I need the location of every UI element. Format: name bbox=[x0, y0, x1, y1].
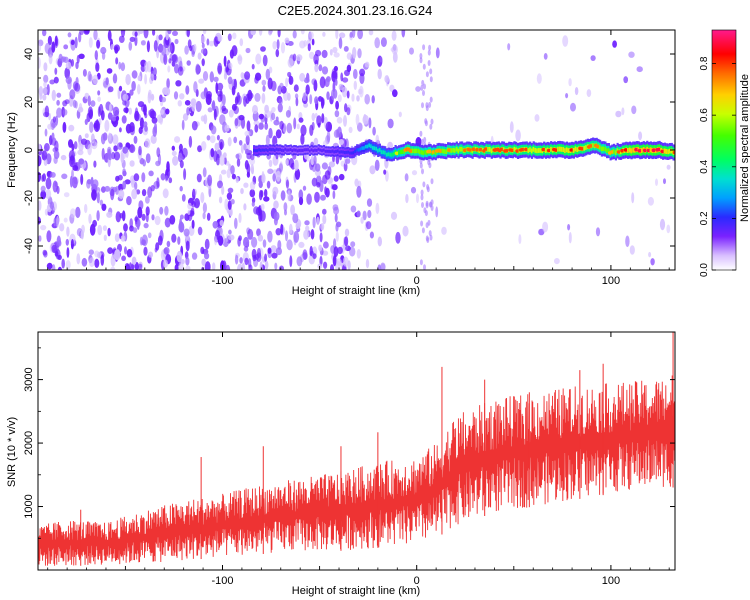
x-tick-label: -100 bbox=[211, 275, 233, 287]
snr-panel: -100 0 100 1000 2000 3000 Height of straight… bbox=[6, 331, 676, 597]
colorbar-ticks: 0.0 0.2 0.4 0.6 0.8 bbox=[699, 56, 736, 277]
spectrogram-panel: -100 0 100 -40 -20 0 20 40 Height of straight … bbox=[6, 29, 676, 297]
snr-frame bbox=[37, 331, 676, 571]
y-tick-label: 40 bbox=[23, 48, 35, 60]
x-tick-label: 0 bbox=[414, 575, 420, 587]
snr-x-axis-label: Height of straight line (km) bbox=[292, 585, 420, 597]
colorbar-tick-label: 0.6 bbox=[699, 108, 710, 122]
signal-track bbox=[253, 137, 675, 162]
figure-title: C2E5.2024.301.23.16.G24 bbox=[278, 3, 433, 18]
snr-series-line bbox=[38, 375, 675, 566]
colorbar-tick-label: 0.2 bbox=[699, 211, 710, 225]
y-tick-label: 1000 bbox=[23, 494, 35, 518]
spectrogram-y-axis-label: Frequency (Hz) bbox=[6, 112, 18, 188]
snr-y-axis-label: SNR (10 * v/v) bbox=[6, 417, 18, 487]
colorbar-tick-label: 0.8 bbox=[699, 56, 710, 70]
x-tick-label: 100 bbox=[602, 275, 620, 287]
x-tick-label: 100 bbox=[602, 575, 620, 587]
snr-x-ticks: -100 0 100 bbox=[47, 332, 670, 587]
snr-plot-area bbox=[38, 332, 675, 566]
spectrogram-x-ticks: -100 0 100 bbox=[47, 30, 670, 287]
y-tick-label: -40 bbox=[23, 238, 35, 254]
y-tick-label: 0 bbox=[23, 147, 35, 153]
colorbar-gradient bbox=[711, 29, 737, 271]
y-tick-label: 3000 bbox=[23, 367, 35, 391]
x-tick-label: -100 bbox=[211, 575, 233, 587]
spectrogram-y-ticks: -40 -20 0 20 40 bbox=[23, 29, 675, 271]
y-tick-label: 2000 bbox=[23, 431, 35, 455]
y-tick-label: 20 bbox=[23, 96, 35, 108]
colorbar-label: Normalized spectral amplitude bbox=[739, 74, 750, 222]
spectrogram-plot-area bbox=[38, 30, 675, 270]
colorbar-tick-label: 0.0 bbox=[699, 263, 710, 277]
spectrogram-x-axis-label: Height of straight line (km) bbox=[292, 285, 420, 297]
x-tick-label: 0 bbox=[414, 275, 420, 287]
colorbar: 0.0 0.2 0.4 0.6 0.8 Normalized spectral ampl… bbox=[699, 29, 750, 277]
snr-y-ticks: 1000 2000 3000 bbox=[23, 347, 675, 539]
colorbar-tick-label: 0.4 bbox=[699, 159, 710, 173]
y-tick-label: -20 bbox=[23, 190, 35, 206]
